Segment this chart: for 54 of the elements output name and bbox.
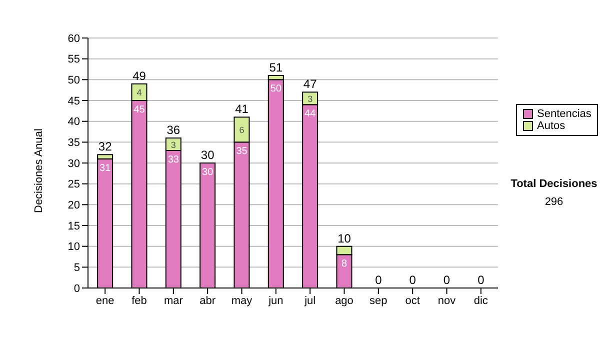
y-tick-label: 15 (68, 220, 80, 232)
data-label: 4 (136, 88, 142, 98)
data-label: 3 (308, 94, 313, 104)
data-label: 44 (304, 108, 316, 120)
text: 296 (544, 196, 564, 208)
x-tick-label: nov (438, 294, 456, 307)
data-label: 45 (134, 104, 146, 116)
y-tick-label: 40 (68, 116, 80, 128)
y-tick-label: 35 (68, 137, 80, 150)
x-tick-label: jul (304, 294, 316, 307)
x-tick-label: jun (268, 294, 284, 307)
y-tick-label: 10 (68, 241, 80, 254)
x-tick-label: sep (370, 294, 388, 307)
y-tick-label: 55 (68, 54, 80, 66)
total-label: 10 (338, 231, 352, 246)
y-tick-label: 30 (68, 158, 80, 170)
total-label: 41 (235, 102, 249, 116)
total-label: 0 (409, 273, 416, 287)
y-tick-label: 0 (74, 282, 80, 295)
total-label: 51 (269, 60, 283, 74)
total-label: 49 (132, 68, 146, 83)
x-tick-label: ago (335, 294, 354, 307)
x-tick-label: oct (405, 294, 420, 307)
data-label: 33 (168, 154, 180, 166)
x-tick-label: feb (132, 294, 147, 307)
y-tick-label: 5 (74, 262, 80, 274)
data-label: 35 (236, 146, 248, 158)
x-tick-label: mar (164, 294, 184, 307)
x-tick-label: ene (96, 294, 114, 307)
data-label: 50 (270, 84, 282, 95)
legend-label: Autos (537, 120, 566, 132)
total-label: 0 (375, 273, 382, 287)
y-axis-title: Decisiones Anual (32, 128, 45, 213)
x-tick-label: dic (474, 294, 488, 307)
total-label: 30 (200, 148, 215, 162)
x-tick-label: may (231, 294, 253, 307)
total-label: 36 (166, 123, 180, 137)
total-label: 32 (98, 140, 112, 154)
data-label: 3 (170, 140, 176, 150)
y-tick-label: 20 (68, 200, 80, 212)
y-tick-label: 50 (68, 74, 80, 87)
total-label: 0 (443, 273, 450, 287)
data-label: 30 (202, 167, 214, 178)
legend-label: Sentencias (537, 108, 592, 120)
x-tick-label: abr (200, 294, 216, 307)
data-label: 6 (239, 125, 244, 136)
y-tick-label: 60 (68, 32, 80, 45)
data-label: 8 (341, 258, 348, 270)
data-label: 31 (100, 162, 112, 174)
total-label: 0 (478, 273, 485, 287)
total-label: 47 (303, 77, 318, 92)
y-tick-label: 25 (68, 178, 80, 191)
text: Total Decisiones (510, 178, 598, 190)
y-tick-label: 45 (68, 95, 80, 108)
